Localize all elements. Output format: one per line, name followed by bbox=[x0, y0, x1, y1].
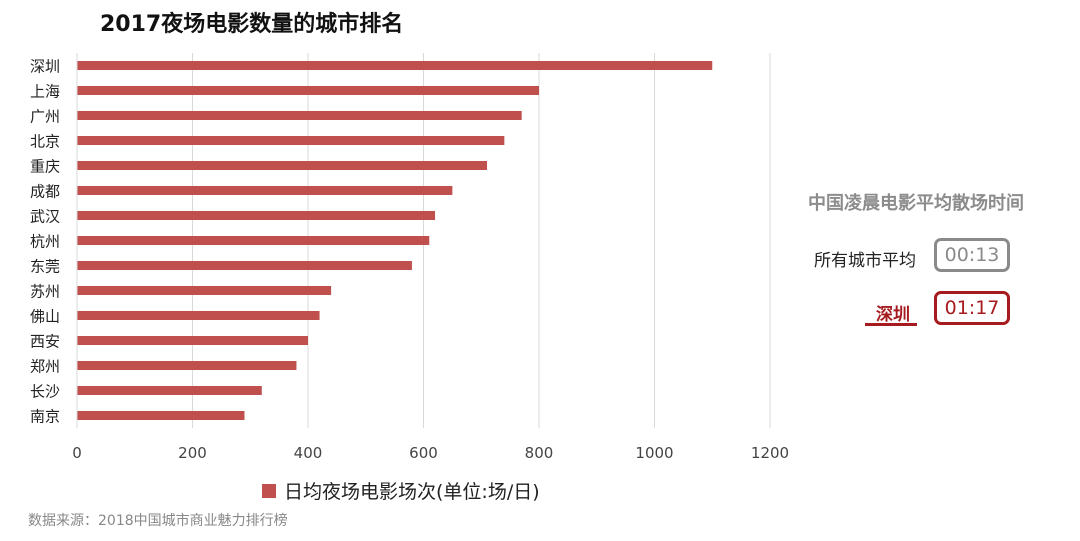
bar bbox=[77, 186, 453, 195]
category-label: 南京 bbox=[30, 408, 60, 426]
bar bbox=[77, 286, 332, 295]
all-cities-average-label: 所有城市平均 bbox=[814, 251, 916, 271]
category-label: 上海 bbox=[30, 83, 60, 101]
side-panel-title: 中国凌晨电影平均散场时间 bbox=[808, 193, 1024, 214]
bar bbox=[77, 236, 430, 245]
x-tick-label: 800 bbox=[525, 444, 554, 462]
category-label: 郑州 bbox=[30, 358, 60, 376]
shenzhen-underline bbox=[865, 323, 917, 326]
category-label: 苏州 bbox=[30, 283, 60, 301]
category-label: 长沙 bbox=[30, 383, 60, 401]
category-label: 深圳 bbox=[30, 58, 60, 76]
x-tick-label: 400 bbox=[294, 444, 323, 462]
bar bbox=[77, 86, 539, 95]
category-label: 西安 bbox=[30, 333, 60, 351]
bar bbox=[77, 361, 297, 370]
x-tick-label: 1000 bbox=[635, 444, 673, 462]
all-cities-average-time: 00:13 bbox=[934, 238, 1010, 272]
x-tick-label: 0 bbox=[72, 444, 82, 462]
data-source: 数据来源：2018中国城市商业魅力排行榜 bbox=[28, 513, 288, 529]
bar bbox=[77, 311, 320, 320]
legend-swatch bbox=[262, 483, 276, 498]
category-label: 杭州 bbox=[30, 233, 60, 251]
shenzhen-time: 01:17 bbox=[934, 291, 1010, 325]
category-label: 重庆 bbox=[30, 158, 60, 176]
bar bbox=[77, 211, 436, 220]
bar bbox=[77, 336, 308, 345]
category-label: 成都 bbox=[30, 183, 60, 201]
bar bbox=[77, 261, 412, 270]
chart-title: 2017夜场电影数量的城市排名 bbox=[100, 12, 404, 37]
category-label: 武汉 bbox=[30, 208, 60, 226]
bar bbox=[77, 111, 522, 120]
x-tick-label: 1200 bbox=[751, 444, 789, 462]
bar bbox=[77, 411, 245, 420]
x-tick-label: 200 bbox=[178, 444, 207, 462]
bar bbox=[77, 386, 262, 395]
bar bbox=[77, 61, 713, 70]
shenzhen-label: 深圳 bbox=[876, 305, 910, 325]
legend-label: 日均夜场电影场次(单位:场/日) bbox=[284, 481, 540, 503]
category-label: 佛山 bbox=[30, 308, 60, 326]
category-label: 东莞 bbox=[30, 258, 60, 276]
bar bbox=[77, 161, 488, 170]
x-tick-label: 600 bbox=[409, 444, 438, 462]
category-label: 北京 bbox=[30, 133, 60, 151]
bar bbox=[77, 136, 505, 145]
chart-legend: 日均夜场电影场次(单位:场/日) bbox=[262, 477, 540, 504]
category-label: 广州 bbox=[30, 108, 60, 126]
